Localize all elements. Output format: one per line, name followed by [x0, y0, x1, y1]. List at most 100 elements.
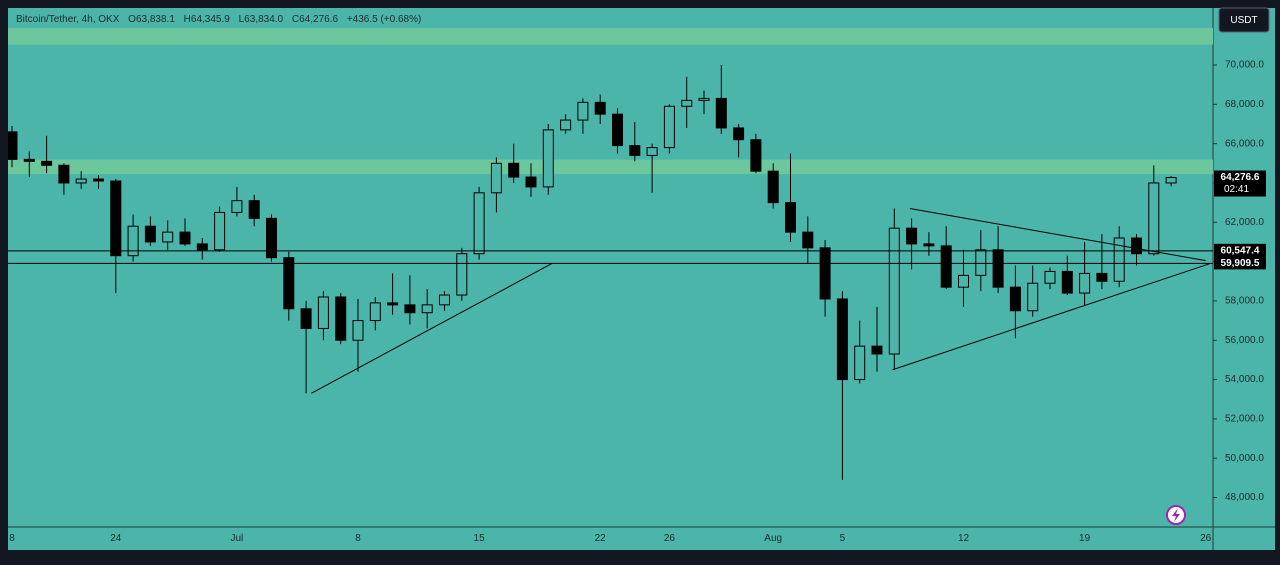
candle-body: [508, 162, 520, 178]
y-tick-label: 62,000.0: [1225, 217, 1264, 228]
candle-body: [456, 253, 468, 296]
zones: [8, 28, 1213, 175]
price-tag-label: 60,547.4: [1221, 245, 1260, 256]
currency-button[interactable]: [1218, 7, 1270, 33]
low-value: L63,834.0: [239, 14, 284, 25]
candle-body: [1113, 237, 1125, 282]
candle-body: [802, 231, 814, 249]
candle-body: [715, 97, 727, 129]
zone: [8, 28, 1213, 45]
change-value: +436.5 (+0.68%): [347, 14, 422, 25]
candle-body: [975, 249, 987, 276]
candle-body: [854, 345, 866, 381]
candle-body: [1131, 237, 1142, 255]
candle-body: [1079, 272, 1091, 294]
candle-body: [888, 227, 900, 355]
candle-body: [404, 304, 416, 314]
candle-body: [542, 129, 554, 188]
candle-body: [871, 345, 883, 355]
candle-body: [767, 170, 779, 204]
candle-body: [612, 113, 623, 147]
candle-body: [58, 164, 70, 184]
y-tick-label: 68,000.0: [1225, 99, 1264, 110]
x-tick-label: 12: [958, 533, 970, 544]
candle-body: [23, 158, 35, 162]
last-price-tag: [1214, 170, 1266, 197]
candles: [8, 65, 1177, 480]
currency-label[interactable]: USDT: [1230, 15, 1257, 26]
candle-body: [819, 247, 831, 300]
candle-body: [1027, 282, 1039, 312]
trendline: [892, 263, 1211, 371]
x-tick-label: 19: [1079, 533, 1091, 544]
candle-body: [283, 257, 295, 310]
candle-body: [958, 274, 969, 288]
x-tick-label: 8: [9, 533, 15, 544]
x-tick-label: Jul: [231, 533, 244, 544]
x-tick-label: 15: [474, 533, 486, 544]
candle-body: [1061, 270, 1073, 294]
candle-body: [698, 97, 710, 101]
candle-body: [300, 308, 312, 329]
candle-body: [1044, 270, 1056, 284]
candle-body: [387, 302, 399, 306]
alert-icon-bolt: [1172, 508, 1180, 522]
high-value: H64,345.9: [184, 14, 231, 25]
candle-body: [733, 127, 745, 141]
symbol: Bitcoin/Tether, 4h, OKX: [16, 14, 120, 25]
candle-body: [1009, 286, 1021, 312]
candle-body: [906, 227, 918, 245]
candle-body: [490, 162, 502, 194]
y-tick-label: 58,000.0: [1225, 296, 1264, 307]
trendline: [311, 263, 552, 394]
candle-body: [317, 296, 329, 329]
candle-body: [629, 145, 641, 156]
candle-body: [248, 200, 260, 219]
countdown: 02:41: [1224, 184, 1249, 195]
last-price-label: 64,276.6: [1221, 172, 1260, 183]
header: Bitcoin/Tether, 4h, OKX O63,838.1 H64,34…: [16, 14, 421, 25]
candle-body: [352, 320, 364, 341]
candle-body: [473, 192, 485, 255]
candle-body: [577, 101, 589, 121]
x-tick-label: 26: [664, 533, 676, 544]
candle-body: [439, 294, 450, 306]
y-tick-label: 66,000.0: [1225, 138, 1264, 149]
candle-body: [110, 180, 122, 257]
trendline: [909, 208, 1206, 262]
candle-body: [992, 249, 1004, 288]
candle-body: [214, 211, 226, 251]
candle-body: [335, 296, 347, 341]
candle-body: [266, 217, 277, 259]
candle-body: [179, 231, 191, 245]
candle-body: [1148, 182, 1160, 255]
candle-body: [369, 302, 381, 322]
x-tick-label: 5: [840, 533, 846, 544]
candle-body: [231, 200, 243, 213]
x-tick-label: 26: [1200, 533, 1212, 544]
price-tag: [1214, 243, 1266, 257]
zone: [8, 159, 1213, 175]
candle-body: [41, 160, 53, 166]
drawings: [8, 208, 1213, 394]
candle-body: [923, 243, 935, 247]
candle-body: [940, 245, 952, 288]
y-tick-label: 52,000.0: [1225, 414, 1264, 425]
plot-area: [8, 8, 1213, 527]
candle-body: [836, 298, 848, 381]
candle-body: [750, 139, 762, 172]
axes: 48,000.0 50,000.0 52,000.0 54,000.0 56,000.0…: [9, 60, 1266, 544]
y-tick-label: 50,000.0: [1225, 453, 1264, 464]
candle-body: [560, 119, 572, 131]
time-scale: [8, 527, 1275, 550]
x-tick-label: Aug: [764, 533, 782, 544]
y-tick-label: 56,000.0: [1225, 335, 1264, 346]
x-tick-label: 22: [595, 533, 607, 544]
open-value: O63,838.1: [128, 14, 175, 25]
candle-body: [594, 101, 606, 115]
candle-body: [681, 99, 693, 107]
candle-body: [525, 176, 537, 188]
close-value: C64,276.6: [292, 14, 339, 25]
candle-body: [196, 243, 208, 251]
